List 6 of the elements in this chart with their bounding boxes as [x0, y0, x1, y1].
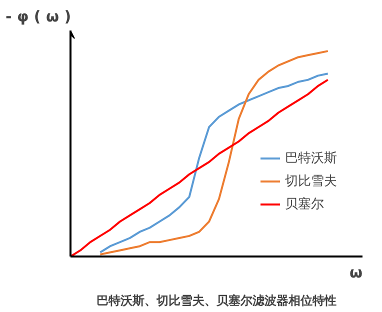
legend-label: 巴特沃斯 [285, 150, 337, 167]
legend-label: 贝塞尔 [285, 196, 324, 213]
x-axis-title: ω [349, 264, 363, 282]
legend-label: 切比雪夫 [285, 173, 337, 190]
text: 巴特沃斯、切比雪夫、贝塞尔滤波器相位特性 [96, 294, 336, 308]
y-axis-title: - φ ( ω ) [6, 8, 72, 26]
